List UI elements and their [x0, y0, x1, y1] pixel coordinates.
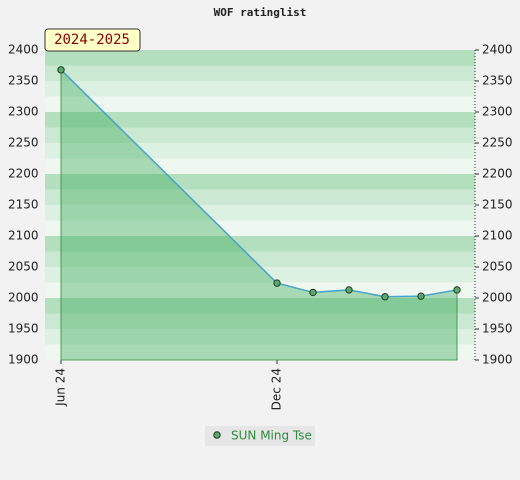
grid-band [45, 112, 475, 128]
y-tick-label-right: 2000 [482, 291, 513, 305]
badge: 2024-2025 [54, 32, 130, 48]
grid-band [45, 65, 475, 81]
y-tick-label-right: 2150 [482, 198, 513, 212]
grid-band [45, 267, 475, 283]
y-tick-label: 2350 [8, 74, 39, 88]
grid-band [45, 81, 475, 97]
badge-box [44, 28, 141, 52]
y-tick-label-right: 1900 [482, 353, 513, 367]
y-tick-label-right: 2300 [482, 105, 513, 119]
y-tick-label: 2400 [8, 43, 39, 57]
y-tick-label-right: 2200 [482, 167, 513, 181]
y-tick-label-right: 1950 [482, 322, 513, 336]
y-tick-label: 2000 [8, 291, 39, 305]
grid-band [45, 236, 475, 252]
x-tick-label: Dec 24 [270, 368, 284, 410]
y-tick-label-right: 2250 [482, 136, 513, 150]
y-tick-label: 2150 [8, 198, 39, 212]
y-tick-label: 2250 [8, 136, 39, 150]
grid-band [45, 189, 475, 205]
y-tick-label: 2200 [8, 167, 39, 181]
y-tick-label: 2100 [8, 229, 39, 243]
chart-title: WOF ratinglist [214, 6, 307, 19]
y-tick-label-right: 2400 [482, 43, 513, 57]
y-tick-label: 2300 [8, 105, 39, 119]
point [273, 279, 281, 287]
point [381, 293, 389, 301]
grid-band [45, 143, 475, 159]
grid-band [45, 313, 475, 329]
point [453, 286, 461, 294]
y-tick-label: 1950 [8, 322, 39, 336]
y-tick-label-right: 2100 [482, 229, 513, 243]
grid-band [45, 127, 475, 143]
grid-band [45, 251, 475, 267]
legend-box [205, 426, 315, 446]
grid-band [45, 96, 475, 112]
grid-band [45, 220, 475, 236]
grid-band [45, 344, 475, 360]
grid-band [45, 50, 475, 66]
point [345, 286, 353, 294]
grid-band [45, 174, 475, 190]
grid-band [45, 298, 475, 314]
y-tick-label-right: 2050 [482, 260, 513, 274]
y-tick-label-right: 2350 [482, 74, 513, 88]
point [309, 288, 317, 297]
y-tick-label: 1900 [8, 353, 39, 367]
point [57, 66, 65, 74]
legend-label: SUN Ming Tse [231, 429, 312, 443]
legend-marker [213, 431, 221, 439]
x-tick-label: Jun 24 [54, 368, 68, 407]
y-tick-label: 2050 [8, 260, 39, 274]
grid-band [45, 158, 475, 174]
grid-band [45, 329, 475, 345]
point [417, 292, 425, 300]
grid-band [45, 205, 475, 221]
